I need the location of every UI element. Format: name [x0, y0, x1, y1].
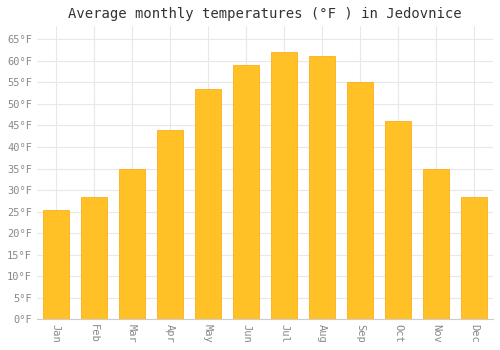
Bar [308, 56, 336, 320]
Bar [270, 52, 297, 320]
Bar [346, 82, 374, 320]
Bar [460, 197, 487, 320]
Bar [384, 121, 411, 320]
Bar [194, 89, 221, 320]
Bar [118, 169, 145, 320]
Bar [42, 210, 69, 320]
Bar [232, 65, 259, 320]
Bar [156, 130, 183, 320]
Bar [80, 197, 107, 320]
Bar [422, 169, 450, 320]
Title: Average monthly temperatures (°F ) in Jedovnice: Average monthly temperatures (°F ) in Je… [68, 7, 462, 21]
